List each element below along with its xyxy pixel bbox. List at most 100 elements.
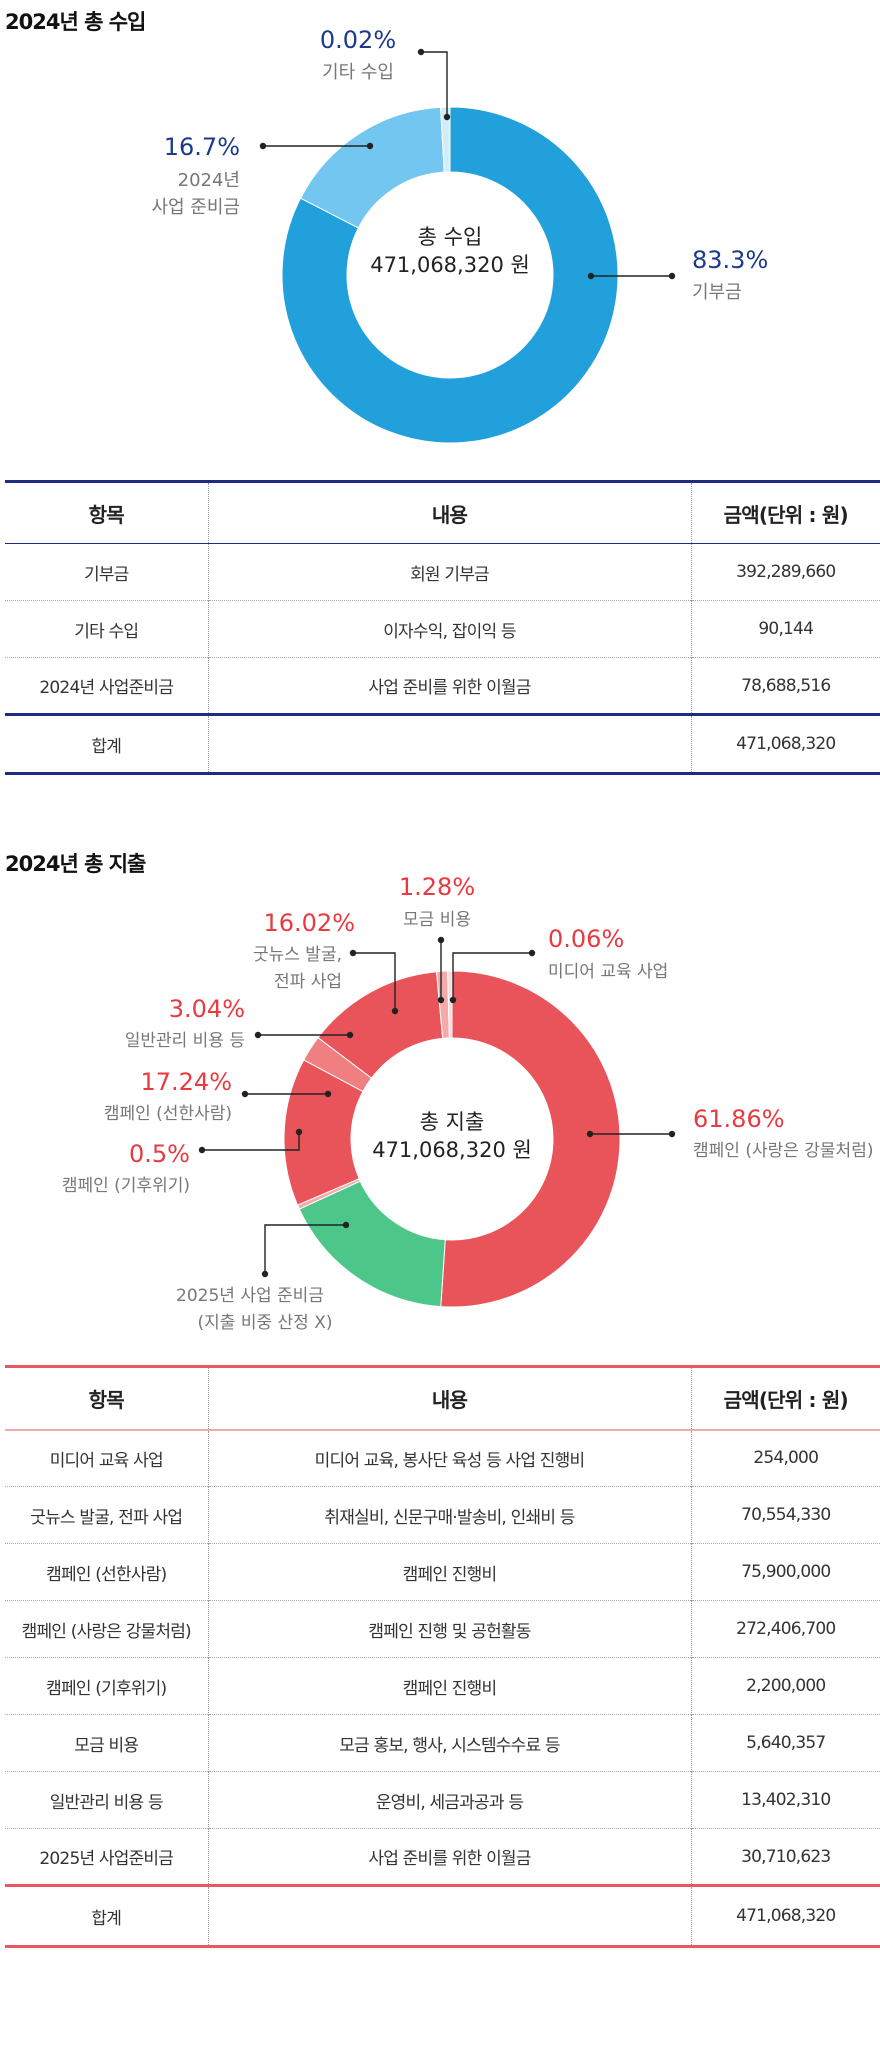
cell-content: 운영비, 세금과공과 등 bbox=[207, 1771, 691, 1829]
header-amount: 금액(단위 : 원) bbox=[690, 481, 880, 544]
leader-dot bbox=[261, 1270, 269, 1278]
leader-dot bbox=[295, 1128, 303, 1136]
cell-item: 미디어 교육 사업 bbox=[49, 1450, 164, 1471]
leader-dot bbox=[366, 142, 374, 150]
income-slices bbox=[281, 106, 619, 444]
table-row: 캠페인 (선한사람) 캠페인 진행비 75,900,000 bbox=[5, 1543, 880, 1601]
label-media-pct: 0.06% bbox=[548, 925, 624, 953]
cell-amount: 254,000 bbox=[690, 1429, 880, 1487]
expense-slices bbox=[283, 970, 621, 1308]
leader-dot bbox=[587, 272, 595, 280]
label-good-people-pct: 17.24% bbox=[140, 1068, 232, 1096]
expense-section-title: 2024년 총 지출 bbox=[5, 852, 146, 876]
label-goodnews-line1: 굿뉴스 발굴, bbox=[253, 945, 342, 965]
leader-dot bbox=[346, 1031, 354, 1039]
label-reserve2025-line1: 2025년 사업 준비금 bbox=[176, 1286, 324, 1306]
cell-content: 취재실비, 신문구매·발송비, 인쇄비 등 bbox=[207, 1486, 691, 1544]
table-total-row: 합계 471,068,320 bbox=[5, 1884, 880, 1947]
label-love-pct: 61.86% bbox=[693, 1105, 785, 1133]
leader-dot bbox=[437, 936, 445, 944]
table-total-row: 합계 471,068,320 bbox=[5, 713, 880, 774]
table-row: 기타 수입 이자수익, 잡이익 등 90,144 bbox=[5, 600, 880, 658]
cell-total-label: 합계 bbox=[5, 713, 208, 774]
leader-line-other bbox=[421, 51, 448, 117]
table-header-row: 항목 내용 금액(단위 : 원) bbox=[5, 481, 880, 544]
cell-amount: 272,406,700 bbox=[690, 1600, 880, 1658]
cell-amount: 90,144 bbox=[690, 600, 880, 658]
cell-total-content bbox=[207, 1884, 691, 1947]
table-row: 굿뉴스 발굴, 전파 사업 취재실비, 신문구매·발송비, 인쇄비 등 70,5… bbox=[5, 1486, 880, 1544]
label-other-name: 기타 수입 bbox=[322, 62, 394, 83]
table-row: 모금 비용 모금 홍보, 행사, 시스템수수료 등 5,640,357 bbox=[5, 1714, 880, 1772]
cell-total-amount: 471,068,320 bbox=[690, 713, 880, 774]
cell-amount: 75,900,000 bbox=[690, 1543, 880, 1601]
cell-content: 캠페인 진행비 bbox=[207, 1543, 691, 1601]
donut-slice bbox=[440, 106, 451, 173]
label-media-name: 미디어 교육 사업 bbox=[548, 962, 668, 982]
expense-center-value: 471,068,320 원 bbox=[372, 1138, 532, 1162]
donut-slice bbox=[440, 970, 621, 1308]
income-center-value: 471,068,320 원 bbox=[370, 253, 530, 277]
cell-total-content bbox=[207, 713, 691, 774]
income-leader-lines bbox=[263, 51, 672, 277]
cell-content: 사업 준비를 위한 이월금 bbox=[207, 657, 691, 715]
table-row: 일반관리 비용 등 운영비, 세금과공과 등 13,402,310 bbox=[5, 1771, 880, 1829]
cell-item: 캠페인 (사랑은 강물처럼) bbox=[5, 1600, 208, 1658]
leader-dot bbox=[391, 1007, 399, 1015]
label-climate-name: 캠페인 (기후위기) bbox=[62, 1176, 190, 1196]
leader-line-climate bbox=[202, 1132, 300, 1151]
cell-total-label: 합계 bbox=[5, 1884, 208, 1947]
table-row: 기부금 회원 기부금 392,289,660 bbox=[5, 543, 880, 601]
label-other-pct: 0.02% bbox=[320, 26, 396, 54]
cell-content: 사업 준비를 위한 이월금 bbox=[207, 1828, 691, 1886]
leader-dot bbox=[324, 1090, 332, 1098]
leader-dot bbox=[443, 113, 451, 121]
cell-item: 2024년 사업준비금 bbox=[5, 657, 208, 715]
leader-dot bbox=[349, 949, 357, 957]
cell-content: 캠페인 진행 및 공헌활동 bbox=[207, 1600, 691, 1658]
income-table: 항목 내용 금액(단위 : 원) 기부금 회원 기부금 392,289,660 … bbox=[5, 480, 880, 775]
label-reserve2025-line2: (지출 비중 산정 X) bbox=[198, 1313, 333, 1333]
table-row: 2025년 사업준비금 사업 준비를 위한 이월금 30,710,623 bbox=[5, 1828, 880, 1886]
leader-line-reserve2025 bbox=[264, 1224, 346, 1274]
label-donation-pct: 83.3% bbox=[692, 246, 768, 274]
cell-content: 캠페인 진행비 bbox=[207, 1657, 691, 1715]
label-reserve-line2: 사업 준비금 bbox=[151, 197, 240, 218]
donut-slice bbox=[447, 970, 453, 1039]
income-section-title: 2024년 총 수입 bbox=[5, 10, 146, 34]
leader-dot bbox=[417, 48, 425, 56]
cell-amount: 392,289,660 bbox=[690, 543, 880, 601]
cell-item: 기부금 bbox=[83, 564, 129, 585]
cell-amount: 30,710,623 bbox=[690, 1828, 880, 1886]
cell-content: 모금 홍보, 행사, 시스템수수료 등 bbox=[207, 1714, 691, 1772]
label-admin-pct: 3.04% bbox=[169, 995, 245, 1023]
leader-dot bbox=[586, 1130, 594, 1138]
leader-line-media bbox=[452, 952, 532, 1000]
table-row: 캠페인 (사랑은 강물처럼) 캠페인 진행 및 공헌활동 272,406,700 bbox=[5, 1600, 880, 1658]
leader-dot bbox=[198, 1146, 206, 1154]
leader-dot bbox=[259, 142, 267, 150]
header-content: 내용 bbox=[207, 1366, 691, 1431]
table-header-row: 항목 내용 금액(단위 : 원) bbox=[5, 1366, 880, 1431]
income-donut-chart: 총 수입 471,068,320 원 83.3% 기부금 16.7% 2024년… bbox=[151, 26, 768, 444]
label-goodnews-line2: 전파 사업 bbox=[274, 972, 342, 992]
label-fundraising-name: 모금 비용 bbox=[403, 910, 471, 930]
table-row: 2024년 사업준비금 사업 준비를 위한 이월금 78,688,516 bbox=[5, 657, 880, 715]
label-fundraising-pct: 1.28% bbox=[399, 873, 475, 901]
donut-slice bbox=[281, 106, 619, 444]
cell-content: 이자수익, 잡이익 등 bbox=[207, 600, 691, 658]
cell-item: 캠페인 (기후위기) bbox=[5, 1657, 208, 1715]
cell-item: 기타 수입 bbox=[5, 600, 208, 658]
header-amount: 금액(단위 : 원) bbox=[690, 1366, 880, 1431]
cell-amount: 2,200,000 bbox=[690, 1657, 880, 1715]
income-center-label: 총 수입 bbox=[418, 225, 483, 249]
cell-item: 모금 비용 bbox=[5, 1714, 208, 1772]
leader-dot bbox=[668, 272, 676, 280]
header-item: 항목 bbox=[5, 1366, 208, 1431]
cell-item: 일반관리 비용 등 bbox=[5, 1771, 208, 1829]
income-leader-dots bbox=[259, 48, 676, 280]
leader-dot bbox=[254, 1031, 262, 1039]
cell-amount: 70,554,330 bbox=[690, 1486, 880, 1544]
label-reserve-pct: 16.7% bbox=[164, 133, 240, 161]
table-row: 미디어 교육 사업 미디어 교육, 봉사단 육성 등 사업 진행비 254,00… bbox=[5, 1429, 880, 1487]
